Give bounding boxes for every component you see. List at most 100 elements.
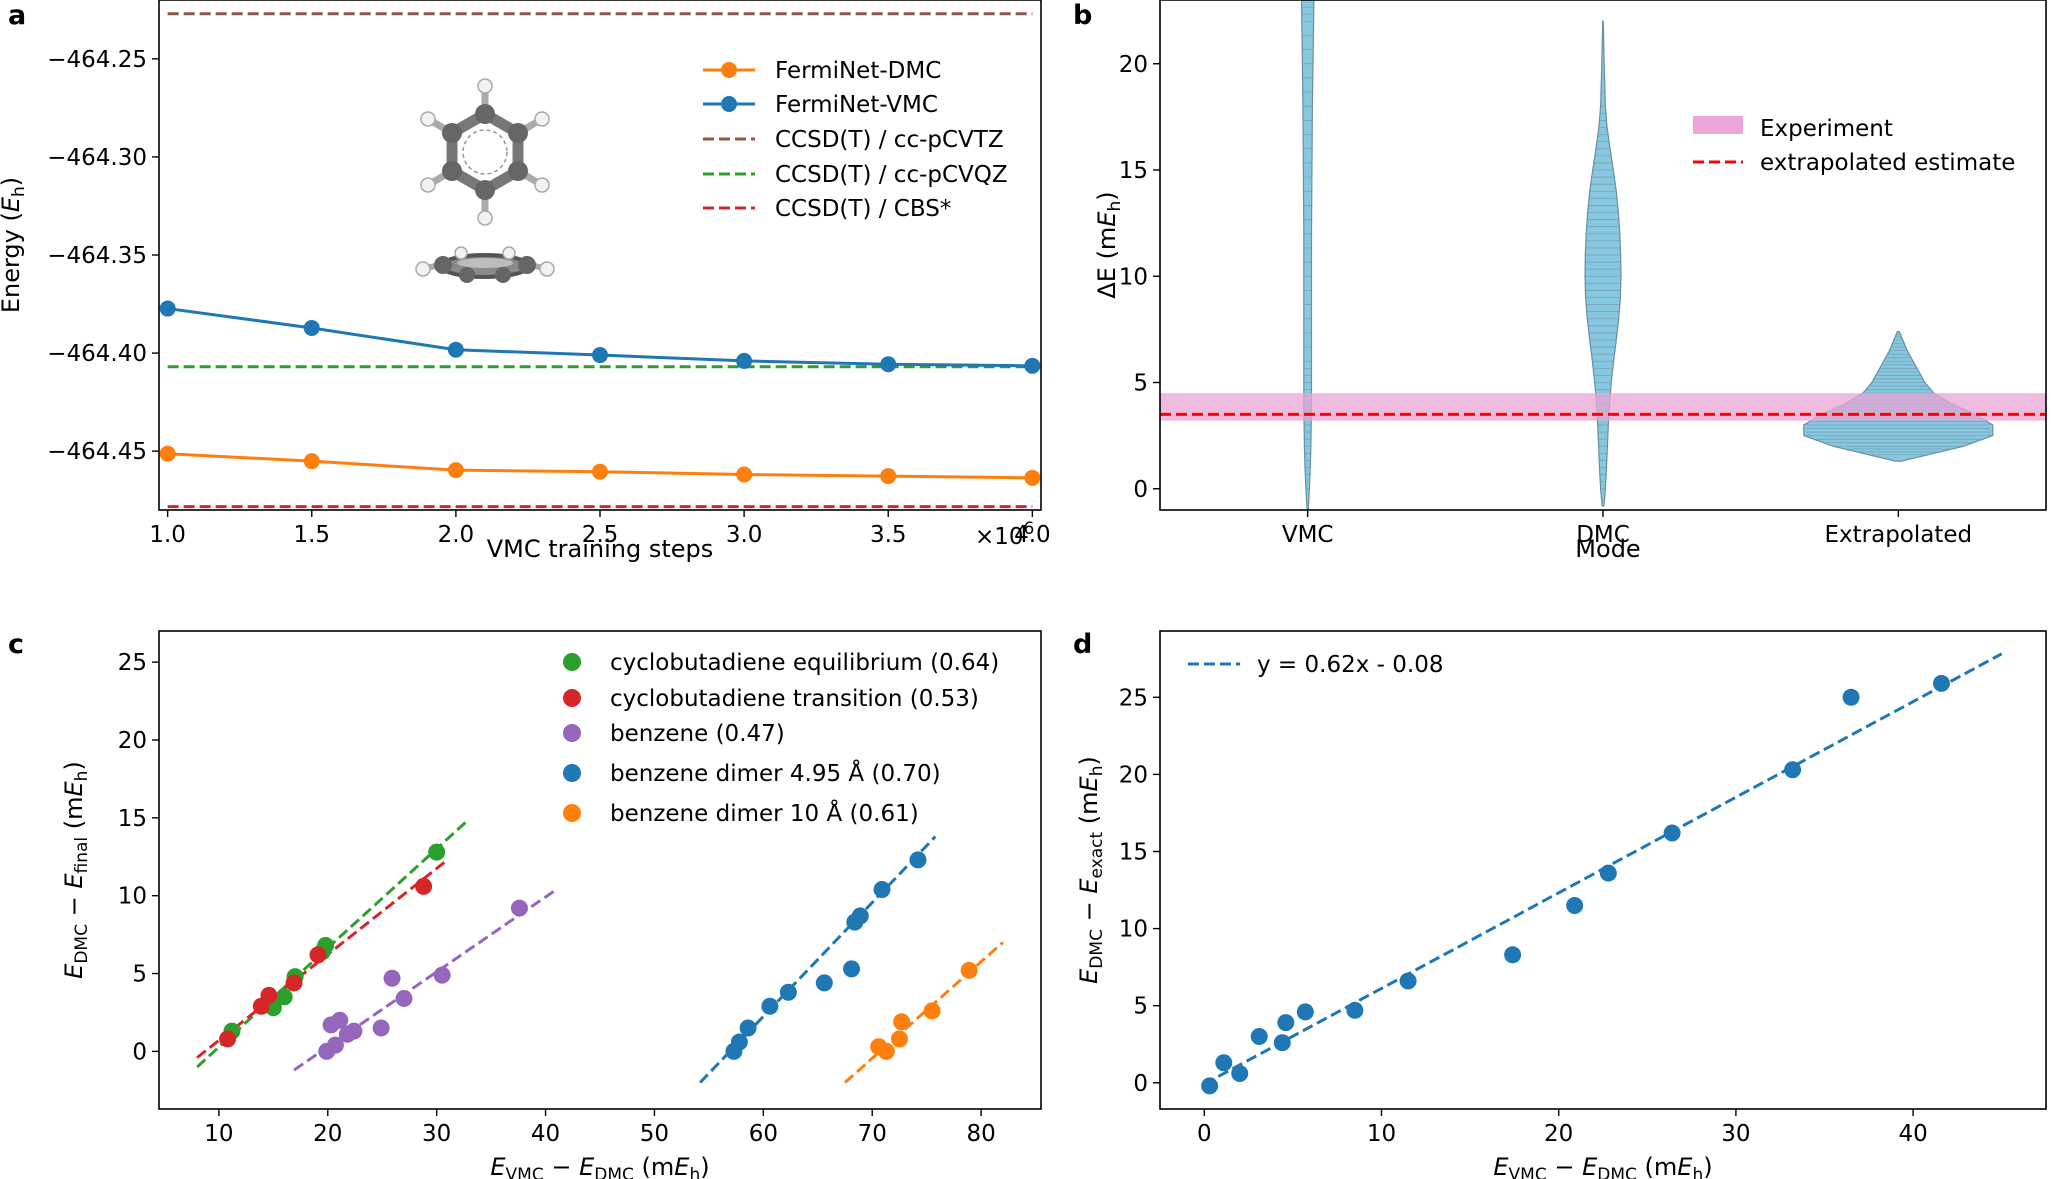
legend-item-benzene-dimer-10: benzene dimer 10 Å (0.61) <box>563 799 919 827</box>
panel-a-y-label: Energy (Eh) <box>0 177 29 313</box>
benzene-top-view-icon <box>420 78 550 226</box>
panel-c-y-label: EDMC − Efinal (mEh) <box>60 761 92 979</box>
panel-d-letter: d <box>1073 629 1092 660</box>
data-point <box>447 341 464 358</box>
legend-item-fermin-vmc: FermiNet-VMC <box>703 92 938 118</box>
x-tick-label: 20 <box>1544 1121 1573 1147</box>
data-point <box>285 974 303 992</box>
legend-item-cyclobutadiene-transition: cyclobutadiene transition (0.53) <box>563 686 979 712</box>
svg-text:extrapolated estimate: extrapolated estimate <box>1760 150 2015 176</box>
panel-a-x-label: VMC training steps <box>487 535 714 563</box>
data-point <box>893 1013 911 1031</box>
panel-d-x-label: EVMC − EDMC (mEh) <box>1493 1153 1712 1179</box>
data-point <box>372 1019 390 1037</box>
panel-b-letter: b <box>1073 0 1092 31</box>
data-point <box>1250 1028 1268 1046</box>
fit-line <box>196 858 449 1059</box>
data-point <box>331 1011 349 1029</box>
panel-d: d 0 10 20 30 40 0 5 10 15 20 25 EVMC − EDMC (mEh)… <box>1073 629 2047 1179</box>
panel-c-letter: c <box>8 629 24 660</box>
data-point <box>309 946 327 964</box>
data-point <box>779 983 797 1001</box>
panel-d-legend: y = 0.62x - 0.08 <box>1188 652 1443 678</box>
data-point <box>736 352 753 369</box>
y-tick-label: 15 <box>1119 158 1148 184</box>
panel-a-x-multiplier: ×106 <box>975 519 1034 550</box>
panel-c-frame <box>158 630 1042 1110</box>
panel-c-legend: cyclobutadiene equilibrium (0.64) cyclob… <box>563 650 999 827</box>
svg-text:benzene dimer 4.95 Å (0.70): benzene dimer 4.95 Å (0.70) <box>610 759 941 787</box>
data-point <box>395 989 413 1007</box>
x-tick-label: 1.0 <box>149 522 186 548</box>
data-point <box>880 468 897 485</box>
benzene-side-view-icon <box>415 246 555 283</box>
x-tick-label: 10 <box>1367 1121 1396 1147</box>
legend-item-experiment: Experiment <box>1693 116 1893 142</box>
panel-d-frame <box>1159 630 2047 1110</box>
panel-b-x-ticks: VMC DMC Extrapolated <box>1282 510 1972 548</box>
y-tick-label: −464.40 <box>47 341 147 367</box>
x-tick-label: Extrapolated <box>1825 522 1973 548</box>
panel-b-legend: Experiment extrapolated estimate <box>1693 116 2015 176</box>
data-point <box>415 877 433 895</box>
y-tick-label: 20 <box>1119 762 1148 788</box>
data-point <box>1346 1001 1364 1019</box>
legend-item-ccsdt-cvtz: CCSD(T) / cc-pCVTZ <box>703 127 1004 153</box>
data-point <box>159 445 176 462</box>
experiment-band <box>1160 393 2046 421</box>
x-tick-label: 2.5 <box>582 522 619 548</box>
panel-d-x-ticks: 0 10 20 30 40 <box>1197 1109 1928 1147</box>
y-tick-label: −464.45 <box>47 439 147 465</box>
data-point <box>592 463 608 480</box>
x-tick-label: 30 <box>1721 1121 1750 1147</box>
svg-text:cyclobutadiene equilibrium (0.: cyclobutadiene equilibrium (0.64) <box>610 650 999 676</box>
x-tick-label: 40 <box>531 1121 560 1147</box>
panel-d-y-label: EDMC − Eexact (mEh) <box>1075 756 1107 984</box>
data-point <box>510 899 528 917</box>
x-tick-label: 60 <box>749 1121 778 1147</box>
x-tick-label: 3.0 <box>726 522 763 548</box>
panel-d-y-ticks: 0 5 10 15 20 25 <box>1119 685 1160 1097</box>
legend-item-ccsdt-cbs: CCSD(T) / CBS* <box>703 196 951 222</box>
data-point <box>1201 1077 1219 1095</box>
data-point <box>873 880 891 898</box>
x-tick-label: 4.0 <box>1014 522 1051 548</box>
data-point <box>851 907 869 925</box>
y-tick-label: 25 <box>118 650 147 676</box>
x-tick-label: 50 <box>640 1121 669 1147</box>
data-point <box>1566 896 1584 914</box>
y-tick-label: 20 <box>1119 52 1148 78</box>
x-tick-label: 40 <box>1898 1121 1927 1147</box>
panel-b-plot-area <box>1160 0 2046 510</box>
y-tick-label: 5 <box>1133 371 1148 397</box>
legend-item-fermin-dmc: FermiNet-DMC <box>703 58 941 84</box>
data-point <box>730 1033 748 1051</box>
legend-item-benzene-dimer-495: benzene dimer 4.95 Å (0.70) <box>563 759 941 787</box>
data-point <box>303 453 320 470</box>
data-point <box>345 1022 363 1040</box>
y-tick-label: 25 <box>1119 685 1148 711</box>
data-point <box>1842 688 1860 706</box>
data-point <box>1399 972 1417 990</box>
legend-item-fit-line: y = 0.62x - 0.08 <box>1188 652 1443 678</box>
data-point <box>880 356 897 373</box>
y-tick-label: −464.25 <box>47 47 147 73</box>
data-point <box>890 1030 908 1048</box>
panel-a-frame <box>158 0 1042 511</box>
y-tick-label: −464.30 <box>47 145 147 171</box>
data-point <box>1784 761 1802 779</box>
panel-b-frame <box>1159 0 2047 511</box>
data-point <box>1663 824 1681 842</box>
data-point <box>736 466 753 483</box>
panel-c-x-ticks: 10 20 30 40 50 60 70 80 <box>204 1109 996 1147</box>
panel-a-y-ticks: −464.45 −464.40 −464.35 −464.30 −464.25 <box>47 47 159 465</box>
data-point <box>303 319 320 336</box>
x-tick-label: 2.0 <box>438 522 475 548</box>
x-tick-label: VMC <box>1282 522 1334 548</box>
x-tick-label: 70 <box>858 1121 887 1147</box>
panel-b-inner <box>1160 0 2046 510</box>
violin-body <box>1300 0 1315 510</box>
data-point <box>843 960 861 978</box>
data-point <box>1932 674 1950 692</box>
legend-item-cyclobutadiene-equilibrium: cyclobutadiene equilibrium (0.64) <box>563 650 999 676</box>
